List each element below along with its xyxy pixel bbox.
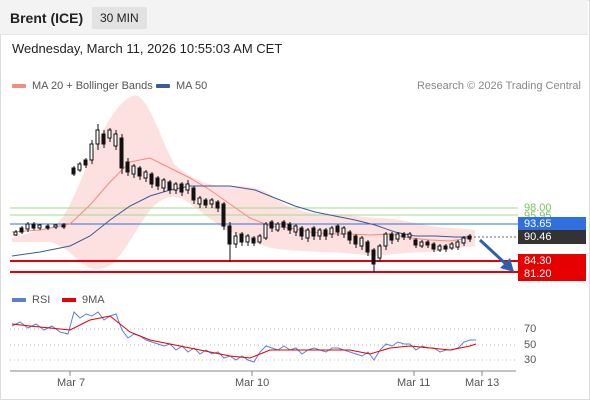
level-label-81-20: 81.20 — [518, 267, 586, 281]
level-label-93-65: 93.65 — [518, 217, 586, 231]
instrument-title: Brent (ICE) — [10, 10, 84, 26]
interval-button[interactable]: 30 MIN — [92, 7, 147, 29]
x-label-mar-13: Mar 13 — [465, 377, 500, 389]
legend-9ma: 9MA — [62, 294, 105, 306]
chart-header: Brent (ICE) 30 MIN — [0, 0, 588, 35]
legend-label-9ma: 9MA — [82, 294, 105, 306]
timestamp: Wednesday, March 11, 2026 10:55:03 AM CE… — [12, 41, 283, 56]
legend-rsi: RSI — [12, 294, 50, 306]
rsi-tick-30: 30 — [524, 354, 537, 366]
research-credit: Research © 2026 Trading Central — [416, 80, 581, 92]
legend-swatch-ma50 — [156, 84, 170, 89]
level-label-90-46: 90.46 — [518, 230, 586, 244]
x-label-mar-7: Mar 7 — [57, 377, 86, 389]
level-label-98-00: 98.00 — [524, 202, 552, 214]
level-label-84-30: 84.30 — [518, 254, 586, 268]
x-label-mar-11: Mar 11 — [397, 377, 431, 389]
legend-label-rsi: RSI — [32, 294, 51, 306]
legend-label-ma50: MA 50 — [176, 80, 208, 92]
bollinger-band — [12, 95, 475, 270]
rsi-tick-70: 70 — [524, 323, 537, 335]
legend-ma20-bollinger: MA 20 + Bollinger Bands — [12, 80, 153, 92]
price-candles — [13, 124, 472, 272]
rsi-9ma-line — [11, 315, 477, 359]
rsi-tick-50: 50 — [524, 339, 537, 351]
x-label-mar-10: Mar 10 — [235, 377, 270, 389]
rsi-grid — [10, 328, 518, 361]
forecast-arrow — [478, 238, 514, 272]
x-axis-ticks — [69, 371, 483, 376]
rsi-line — [11, 311, 476, 363]
legend-swatch-rsi — [12, 298, 26, 303]
ma50-line — [11, 185, 470, 257]
legend-swatch-ma20 — [12, 84, 26, 89]
legend-label-ma20: MA 20 + Bollinger Bands — [32, 80, 153, 92]
legend-ma50: MA 50 — [156, 80, 207, 92]
legend-swatch-9ma — [62, 298, 76, 303]
